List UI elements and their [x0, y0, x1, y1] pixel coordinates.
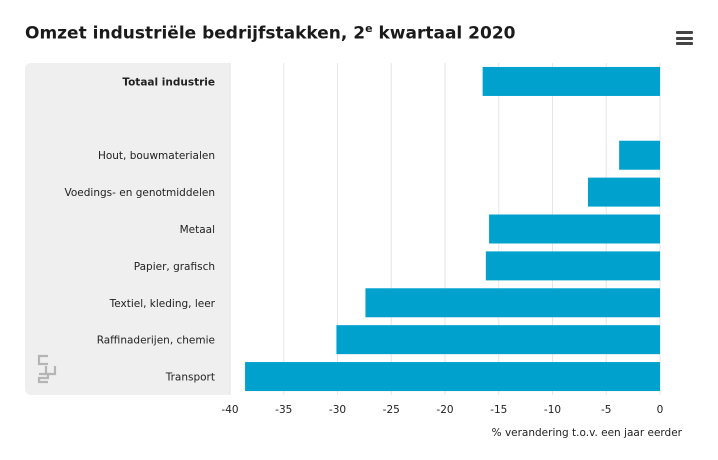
x-axis-tick-labels: -40 -35 -30 -25 -20 -15 -10 -5 0 [221, 404, 663, 416]
bar[interactable] [482, 66, 660, 96]
category-label: Textiel, kleding, leer [109, 298, 216, 310]
category-label-panel [25, 63, 230, 395]
x-tick-label: -35 [275, 404, 292, 416]
x-tick-label: -20 [436, 404, 453, 416]
category-labels: Totaal industrie Hout, bouwmaterialen Voed… [65, 76, 216, 383]
hamburger-menu-icon[interactable] [676, 31, 693, 45]
cbs-logo-icon [37, 354, 57, 384]
x-tick-label: -30 [329, 404, 346, 416]
bar[interactable] [489, 214, 660, 244]
menu-line [676, 31, 693, 34]
x-tick-label: -25 [383, 404, 400, 416]
x-axis-title: % verandering t.o.v. een jaar eerder [492, 427, 683, 439]
bar[interactable] [336, 325, 660, 355]
category-label: Metaal [180, 224, 215, 236]
menu-line [676, 36, 693, 40]
x-tick-label: -40 [221, 404, 238, 416]
x-tick-label: -5 [601, 404, 611, 416]
category-label: Raffinaderijen, chemie [97, 335, 215, 347]
bar[interactable] [485, 251, 660, 281]
category-label: Voedings- en genotmiddelen [65, 187, 216, 199]
bar[interactable] [365, 288, 660, 318]
chart-title-main: Omzet industriële bedrijfstakken, 2 [25, 23, 366, 44]
bar[interactable] [619, 140, 660, 170]
category-label: Hout, bouwmaterialen [98, 150, 215, 162]
bars [245, 66, 661, 392]
menu-line [676, 42, 693, 45]
chart-title: Omzet industriële bedrijfstakken, 2e kwa… [25, 22, 516, 44]
category-label: Transport [165, 372, 215, 384]
x-tick-label: -15 [490, 404, 507, 416]
bar[interactable] [587, 177, 660, 207]
category-label: Papier, grafisch [134, 261, 215, 273]
bar[interactable] [245, 362, 661, 392]
x-tick-label: -10 [544, 404, 561, 416]
chart-title-suffix: kwartaal 2020 [372, 23, 516, 44]
category-label: Totaal industrie [122, 76, 215, 88]
x-tick-label: 0 [657, 404, 664, 416]
chart-title-superscript: e [365, 22, 373, 35]
